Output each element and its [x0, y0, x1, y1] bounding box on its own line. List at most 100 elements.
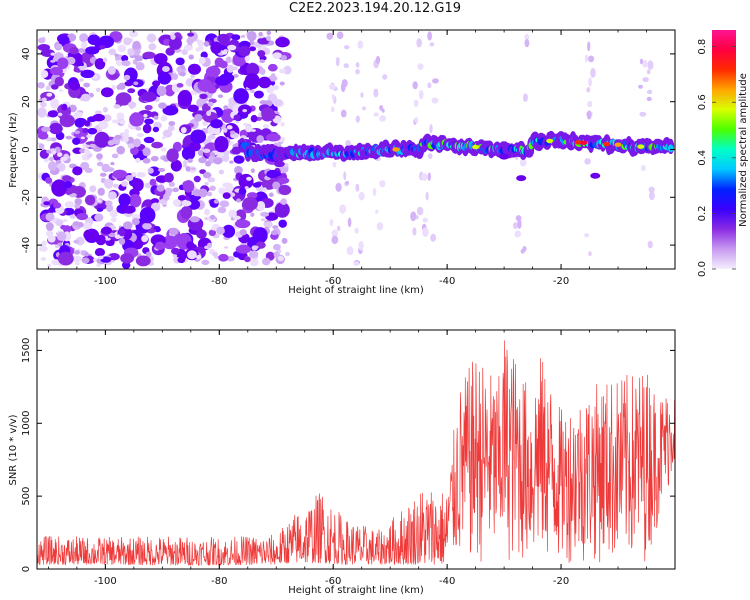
- noise-blob: [122, 205, 136, 214]
- faint-blob: [413, 99, 419, 108]
- noise-blob: [249, 258, 259, 267]
- faint-blob: [330, 106, 335, 113]
- faint-blob: [642, 76, 649, 83]
- faint-blob: [430, 233, 437, 242]
- top-y-tick-label: 20: [21, 95, 32, 108]
- faint-blob: [373, 88, 379, 98]
- noise-blob: [86, 134, 93, 139]
- noise-blob: [143, 113, 148, 118]
- noise-blob: [132, 178, 144, 192]
- noise-blob: [190, 129, 207, 144]
- faint-blob: [584, 233, 590, 238]
- noise-blob: [50, 137, 57, 142]
- colorbar-tick-label: 0.8: [697, 39, 708, 55]
- noise-blob: [222, 192, 231, 200]
- noise-blob: [116, 145, 125, 155]
- noise-blob: [248, 46, 257, 52]
- noise-blob: [197, 149, 204, 157]
- noise-blob: [279, 68, 287, 74]
- trace-hotspot: [574, 140, 582, 145]
- noise-blob: [188, 54, 194, 60]
- noise-blob: [280, 198, 287, 205]
- bottom-x-tick-label: -20: [553, 576, 569, 587]
- top-x-tick-label: -40: [439, 276, 455, 287]
- noise-blob: [260, 211, 270, 217]
- noise-blob: [170, 34, 176, 40]
- faint-blob: [355, 115, 360, 123]
- bottom-x-tick-label: -100: [94, 576, 117, 587]
- noise-blob: [134, 55, 144, 62]
- faint-blob: [638, 84, 644, 89]
- noise-blob: [80, 93, 91, 102]
- noise-blob: [168, 181, 175, 187]
- noise-blob: [170, 159, 182, 172]
- noise-blob: [80, 69, 95, 79]
- noise-blob: [280, 121, 285, 127]
- noise-blob: [155, 241, 166, 251]
- noise-blob: [37, 132, 49, 140]
- faint-blob: [519, 158, 527, 167]
- noise-blob: [61, 103, 68, 111]
- noise-blob: [121, 181, 129, 187]
- top-y-tick-label: -20: [21, 189, 32, 205]
- noise-blob: [45, 85, 51, 91]
- faint-blob: [343, 45, 350, 50]
- snr-series-line: [36, 340, 676, 566]
- noise-blob: [142, 51, 156, 59]
- faint-blob: [425, 191, 429, 201]
- noise-blob: [172, 254, 178, 258]
- noise-blob: [149, 178, 157, 186]
- faint-blob: [590, 67, 596, 78]
- noise-blob: [50, 148, 56, 152]
- faint-blob: [379, 105, 384, 111]
- top-y-tick-label: 40: [21, 48, 32, 61]
- noise-blob: [189, 216, 200, 223]
- noise-blob: [83, 228, 99, 241]
- colorbar-tick-label: 0.2: [697, 205, 708, 221]
- noise-blob: [37, 81, 45, 89]
- faint-blob: [331, 229, 338, 238]
- noise-blob: [231, 34, 241, 41]
- noise-blob: [197, 79, 213, 92]
- noise-blob: [101, 226, 113, 235]
- bottom-y-tick-label: 1000: [21, 411, 32, 436]
- noise-blob: [37, 107, 47, 118]
- noise-blob: [275, 37, 290, 48]
- noise-blob: [81, 257, 90, 264]
- noise-blob: [186, 241, 195, 249]
- noise-blob: [280, 54, 287, 61]
- noise-blob: [136, 172, 146, 178]
- faint-blob: [427, 31, 432, 41]
- noise-blob: [233, 155, 245, 164]
- noise-blob: [259, 100, 268, 105]
- noise-blob: [234, 219, 251, 229]
- noise-blob: [161, 136, 167, 140]
- noise-blob: [210, 119, 223, 129]
- noise-blob: [131, 217, 140, 226]
- noise-blob: [113, 104, 121, 109]
- noise-blob: [238, 45, 251, 57]
- noise-blob: [212, 223, 220, 229]
- noise-blob: [272, 181, 281, 190]
- noise-blob: [135, 157, 141, 164]
- noise-blob: [238, 187, 247, 195]
- noise-blob: [79, 33, 89, 43]
- noise-blob: [274, 99, 283, 106]
- noise-blob: [142, 123, 152, 134]
- noise-blob: [99, 172, 107, 177]
- noise-blob: [245, 125, 253, 133]
- noise-blob: [107, 191, 117, 200]
- faint-blob: [524, 33, 530, 41]
- noise-blob: [233, 114, 241, 121]
- noise-blob: [258, 31, 263, 37]
- noise-blob: [125, 174, 134, 182]
- noise-blob: [214, 136, 229, 153]
- faint-blob: [331, 235, 339, 245]
- noise-blob: [206, 242, 213, 248]
- faint-blob: [432, 78, 439, 84]
- noise-blob: [72, 255, 82, 263]
- noise-blob: [218, 169, 225, 175]
- noise-blob: [185, 166, 191, 172]
- faint-blob: [429, 42, 435, 47]
- noise-blob: [59, 114, 75, 128]
